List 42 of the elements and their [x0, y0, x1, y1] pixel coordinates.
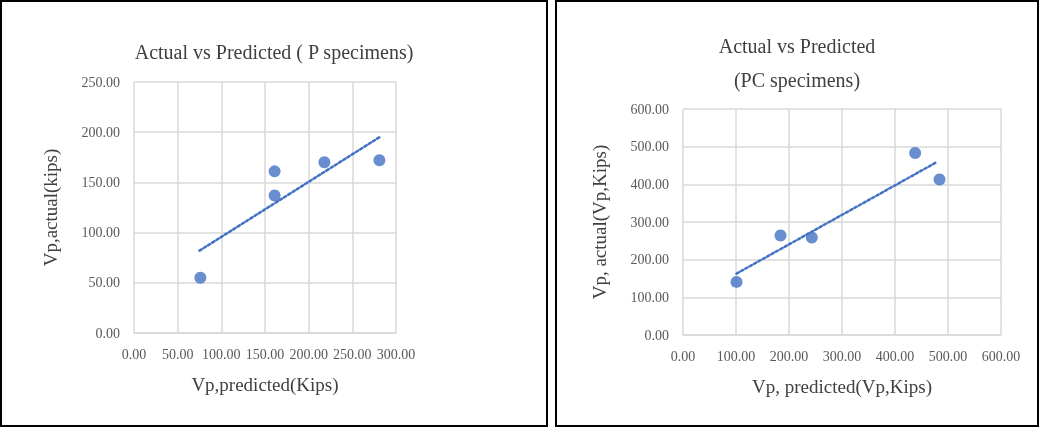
- point: [268, 189, 281, 202]
- x-tick-label: 0.00: [670, 348, 696, 364]
- point: [318, 156, 331, 169]
- x-tick-label: 300.00: [822, 348, 862, 364]
- x-tick-label: 0.00: [121, 346, 147, 362]
- x-tick-label: 600.00: [981, 348, 1021, 364]
- y-tick-label: 150.00: [81, 174, 120, 190]
- x-tick-label: 100.00: [202, 346, 241, 362]
- point: [730, 275, 743, 288]
- y-tick-label: 500.00: [630, 139, 669, 155]
- y-axis-title: Vp, actual(Vp,Kips): [589, 144, 611, 300]
- chart-title: Actual vs Predicted (PC specimens): [718, 35, 876, 92]
- x-tick-label: 100.00: [716, 348, 756, 364]
- chart-title: Actual vs Predicted ( P specimens): [134, 41, 414, 64]
- point: [909, 147, 922, 160]
- x-tick-label: 50.00: [161, 346, 194, 362]
- y-tick-label: 200.00: [81, 124, 120, 140]
- y-tick-label: 300.00: [630, 214, 669, 230]
- y-tick-label: 600.00: [630, 101, 669, 117]
- y-tick-label: 400.00: [630, 176, 669, 192]
- x-axis-title: Vp,predicted(Kips): [191, 374, 339, 396]
- x-tick-label: 150.00: [245, 346, 285, 362]
- x-axis-title: Vp, predicted(Vp,Kips): [752, 376, 932, 398]
- y-tick-label: 0.00: [95, 325, 120, 341]
- y-tick-label: 250.00: [81, 74, 120, 90]
- point: [933, 173, 946, 186]
- y-tick-label: 0.00: [644, 327, 669, 343]
- point: [373, 154, 386, 167]
- point: [268, 165, 281, 178]
- y-tick-label: 200.00: [630, 252, 669, 268]
- y-tick-label: 100.00: [630, 289, 669, 305]
- point: [774, 229, 787, 242]
- y-axis-title: Vp,actual(kips): [40, 148, 62, 267]
- x-tick-label: 300.00: [376, 346, 416, 362]
- x-tick-label: 400.00: [875, 348, 915, 364]
- x-tick-label: 500.00: [928, 348, 968, 364]
- x-tick-label: 200.00: [769, 348, 809, 364]
- x-tick-label: 250.00: [333, 346, 372, 362]
- y-tick-label: 100.00: [81, 225, 120, 241]
- x-tick-label: 200.00: [289, 346, 328, 362]
- y-tick-label: 50.00: [88, 275, 120, 291]
- point: [194, 271, 207, 284]
